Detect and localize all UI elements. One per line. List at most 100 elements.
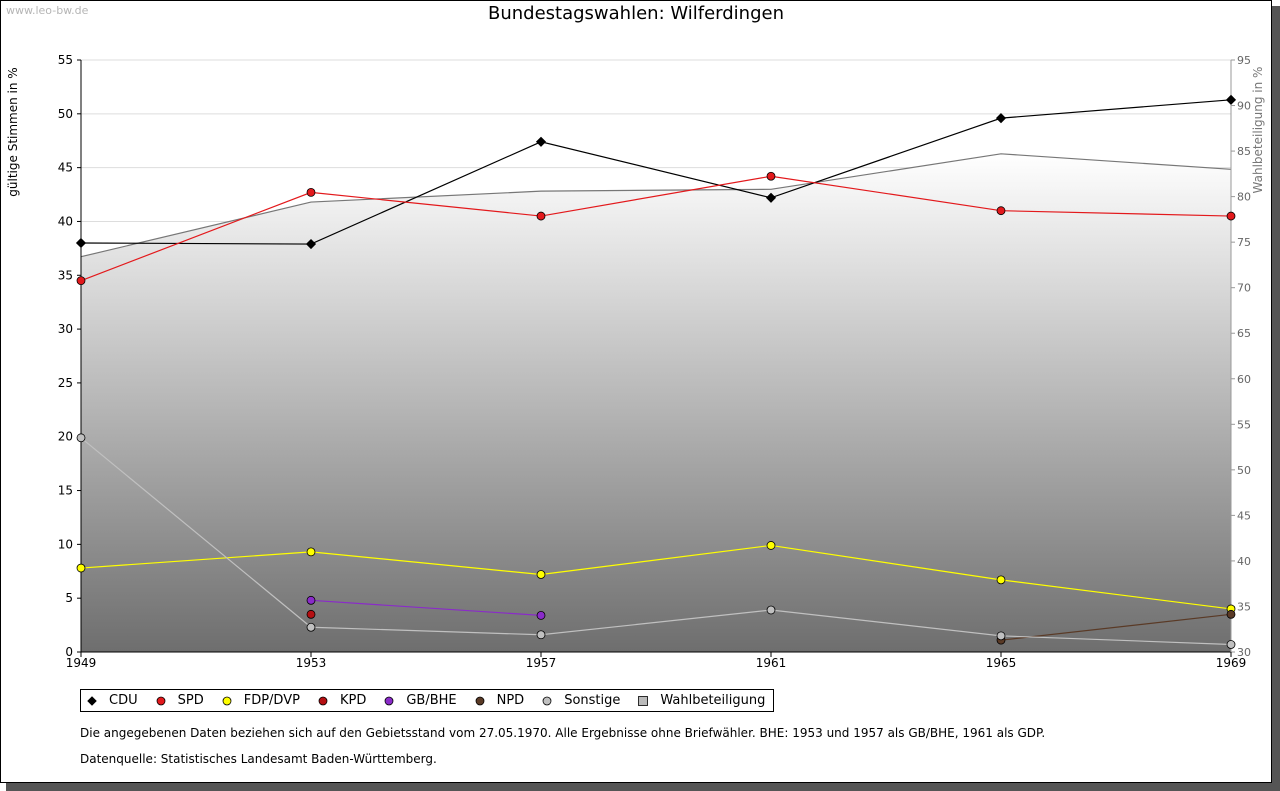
x-tick-label: 1961 (756, 656, 787, 670)
data-point-cdu (1225, 94, 1237, 105)
y2-tick-label: 80 (1237, 191, 1251, 204)
turnout-area (81, 153, 1231, 652)
y2-tick-label: 85 (1237, 145, 1251, 158)
legend-marker-circle (222, 696, 232, 705)
series-line-fdp-dvp (80, 544, 1232, 610)
y2-tick-label: 95 (1237, 54, 1251, 67)
y2-tick-label: 35 (1237, 600, 1251, 613)
y-tick-label: 35 (58, 268, 73, 282)
data-point-gb-bhe (536, 611, 546, 620)
legend-label: KPD (339, 693, 367, 708)
y2-tick-label: 55 (1237, 418, 1251, 431)
legend-marker-square (638, 695, 649, 706)
legend-marker-circle (384, 696, 394, 705)
data-point-sonstige (306, 622, 316, 632)
legend-label: FDP/DVP (243, 693, 300, 708)
y2-tick-label: 75 (1237, 236, 1251, 249)
x-tick-label: 1965 (986, 656, 1017, 670)
legend-item-fdp-dvp: FDP/DVP (222, 693, 300, 708)
series-line-sonstige (80, 437, 1232, 646)
data-point-cdu (765, 192, 777, 203)
x-tick-label: 1953 (296, 656, 327, 670)
y2-tick-label: 40 (1237, 555, 1251, 568)
y2-tick-label: 70 (1237, 282, 1251, 295)
data-point-sonstige (76, 433, 86, 443)
legend-item-spd: SPD (156, 693, 204, 708)
series-line-gb-bhe (310, 599, 542, 617)
legend-label: GB/BHE (406, 693, 457, 708)
footnote-gebietsstand: Die angegebenen Daten beziehen sich auf … (80, 726, 1046, 740)
legend-marker-circle (318, 696, 328, 705)
data-point-sonstige (766, 605, 776, 615)
data-point-fdp-dvp (76, 563, 86, 573)
data-point-fdp-dvp (536, 570, 546, 579)
series-line-cdu (80, 99, 1232, 245)
legend-marker-circle (475, 696, 485, 705)
y-tick-label: 55 (58, 53, 73, 67)
data-point-fdp-dvp (996, 575, 1006, 585)
x-tick-label: 1969 (1216, 656, 1247, 670)
y-tick-label: 45 (58, 161, 73, 175)
y-axis-label: gültige Stimmen in % (6, 67, 20, 196)
chart-legend: CDU SPD FDP/DVP KPD GB/BHE NPD Sonstige Wahlbet… (80, 689, 775, 712)
data-point-sonstige (536, 630, 546, 640)
y-tick-label: 25 (58, 376, 73, 390)
footnote-datenquelle: Datenquelle: Statistisches Landesamt Bad… (80, 752, 437, 766)
chart-plot: 0 5 10 15 20 25 30 35 40 45 50 55 30 35 40 45 50 55 60 65 70… (6, 53, 1265, 670)
legend-item-wahlbeteiligung: Wahlbeteiligung (638, 693, 765, 708)
y-tick-label: 20 (58, 430, 73, 444)
series-line-spd (80, 175, 1232, 282)
data-point-spd (306, 187, 316, 197)
data-point-spd (766, 171, 776, 181)
data-point-gb-bhe (306, 595, 316, 605)
y2-tick-label: 65 (1237, 327, 1251, 340)
y2-tick-label: 50 (1237, 464, 1251, 477)
legend-label: SPD (177, 693, 204, 708)
data-point-kpd (306, 609, 316, 619)
data-point-spd (76, 276, 86, 286)
legend-marker-circle (156, 696, 166, 705)
legend-label: CDU (109, 693, 138, 708)
y2-tick-label: 45 (1237, 509, 1251, 522)
data-point-sonstige (1226, 640, 1236, 649)
legend-item-gb-bhe: GB/BHE (384, 693, 457, 708)
legend-label: NPD (496, 693, 525, 708)
y2-axis-label: Wahlbeteiligung in % (1251, 67, 1265, 194)
frame-shadow-right (1272, 6, 1280, 791)
data-point-cdu (995, 113, 1007, 124)
watermark: www.leo-bw.de (6, 4, 89, 17)
y2-tick-label: 60 (1237, 373, 1251, 386)
data-point-cdu (75, 237, 87, 249)
x-tick-label: 1957 (526, 656, 557, 670)
legend-marker-diamond (87, 695, 97, 706)
legend-label: Sonstige (564, 693, 621, 708)
data-point-npd (1226, 609, 1236, 619)
data-point-fdp-dvp (306, 547, 316, 557)
legend-item-cdu: CDU (87, 693, 138, 708)
data-point-cdu (305, 238, 317, 250)
legend-label: Wahlbeteiligung (660, 693, 766, 708)
turnout-area-line (80, 153, 1232, 258)
legend-item-npd: NPD (475, 693, 525, 708)
data-point-spd (1226, 211, 1236, 221)
y-tick-label: 30 (58, 322, 73, 336)
y2-tick-label: 30 (1237, 646, 1251, 659)
y-tick-label: 15 (58, 484, 73, 498)
data-point-fdp-dvp (766, 541, 776, 550)
y-tick-label: 0 (65, 645, 73, 659)
y2-tick-label: 90 (1237, 100, 1251, 113)
data-point-cdu (535, 136, 547, 147)
y-tick-label: 5 (65, 591, 73, 605)
data-point-sonstige (996, 631, 1006, 641)
y-tick-label: 50 (58, 107, 73, 121)
legend-marker-circle (542, 696, 552, 705)
data-point-spd (536, 211, 546, 221)
series-line-npd (1000, 613, 1232, 641)
legend-item-kpd: KPD (318, 693, 366, 708)
frame-shadow-bottom (6, 783, 1280, 791)
data-point-spd (996, 206, 1006, 216)
legend-item-sonstige: Sonstige (542, 693, 620, 708)
y-tick-label: 40 (58, 214, 73, 228)
y-tick-label: 10 (58, 537, 73, 551)
chart-title: Bundestagswahlen: Wilferdingen (487, 3, 784, 24)
